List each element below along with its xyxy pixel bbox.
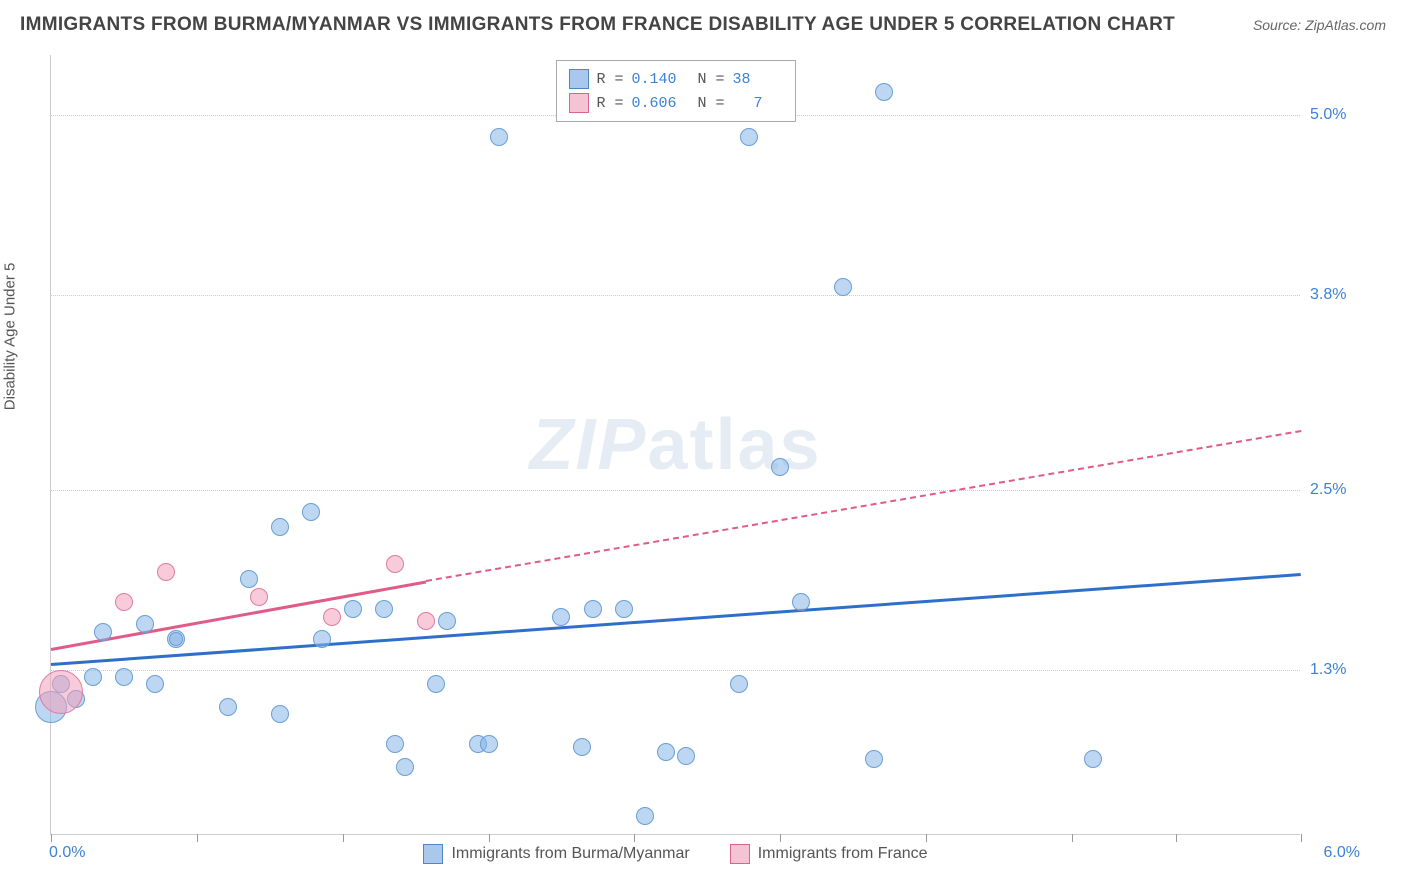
r-value-france: 0.606 bbox=[632, 95, 682, 112]
data-point bbox=[552, 608, 570, 626]
x-tick bbox=[343, 834, 344, 842]
gridline bbox=[51, 295, 1300, 296]
chart-title: IMMIGRANTS FROM BURMA/MYANMAR VS IMMIGRA… bbox=[20, 14, 1175, 36]
data-point bbox=[573, 738, 591, 756]
legend-swatch-burma bbox=[568, 69, 588, 89]
data-point bbox=[115, 593, 133, 611]
x-tick bbox=[1072, 834, 1073, 842]
data-point bbox=[438, 612, 456, 630]
x-tick bbox=[634, 834, 635, 842]
legend-label-burma: Immigrants from Burma/Myanmar bbox=[451, 845, 689, 863]
data-point bbox=[396, 758, 414, 776]
data-point bbox=[313, 630, 331, 648]
data-point bbox=[136, 615, 154, 633]
data-point bbox=[657, 743, 675, 761]
data-point bbox=[271, 518, 289, 536]
x-tick bbox=[51, 834, 52, 842]
data-point bbox=[875, 83, 893, 101]
data-point bbox=[157, 563, 175, 581]
x-tick bbox=[1301, 834, 1302, 842]
r-value-burma: 0.140 bbox=[632, 71, 682, 88]
legend-row-france: R = 0.606 N = 7 bbox=[568, 91, 782, 115]
n-value-burma: 38 bbox=[733, 71, 783, 88]
x-tick bbox=[197, 834, 198, 842]
legend-swatch-france bbox=[730, 844, 750, 864]
data-point bbox=[271, 705, 289, 723]
legend-label-france: Immigrants from France bbox=[758, 845, 928, 863]
data-point bbox=[302, 503, 320, 521]
chart-area: ZIPatlas 1.3%2.5%3.8%5.0% R = 0.140 N = … bbox=[50, 55, 1300, 835]
legend-item-france: Immigrants from France bbox=[730, 844, 928, 864]
data-point bbox=[480, 735, 498, 753]
data-point bbox=[615, 600, 633, 618]
data-point bbox=[344, 600, 362, 618]
x-axis-end-label: 6.0% bbox=[1324, 844, 1360, 862]
data-point bbox=[740, 128, 758, 146]
correlation-legend: R = 0.140 N = 38 R = 0.606 N = 7 bbox=[555, 60, 795, 122]
data-point bbox=[865, 750, 883, 768]
data-point bbox=[490, 128, 508, 146]
trend-line bbox=[426, 430, 1301, 582]
n-label: N = bbox=[698, 95, 725, 112]
n-label: N = bbox=[698, 71, 725, 88]
data-point bbox=[323, 608, 341, 626]
data-point bbox=[677, 747, 695, 765]
data-point bbox=[386, 555, 404, 573]
data-point bbox=[771, 458, 789, 476]
y-tick-label: 3.8% bbox=[1310, 286, 1365, 304]
data-point bbox=[834, 278, 852, 296]
n-value-france: 7 bbox=[733, 95, 763, 112]
y-tick-label: 1.3% bbox=[1310, 661, 1365, 679]
legend-swatch-france bbox=[568, 93, 588, 113]
trend-line bbox=[51, 573, 1301, 666]
y-axis-label: Disability Age Under 5 bbox=[2, 263, 19, 411]
y-tick-label: 2.5% bbox=[1310, 481, 1365, 499]
legend-item-burma: Immigrants from Burma/Myanmar bbox=[423, 844, 689, 864]
data-point bbox=[1084, 750, 1102, 768]
data-point bbox=[240, 570, 258, 588]
y-tick-label: 5.0% bbox=[1310, 106, 1365, 124]
data-point bbox=[94, 623, 112, 641]
data-point bbox=[584, 600, 602, 618]
x-tick bbox=[1176, 834, 1177, 842]
r-label: R = bbox=[596, 95, 623, 112]
data-point bbox=[427, 675, 445, 693]
data-point bbox=[417, 612, 435, 630]
data-point bbox=[792, 593, 810, 611]
legend-swatch-burma bbox=[423, 844, 443, 864]
data-point bbox=[115, 668, 133, 686]
source-attribution: Source: ZipAtlas.com bbox=[1253, 17, 1386, 33]
data-point bbox=[730, 675, 748, 693]
gridline bbox=[51, 490, 1300, 491]
data-point bbox=[169, 632, 183, 646]
series-legend: Immigrants from Burma/Myanmar Immigrants… bbox=[51, 844, 1300, 864]
x-tick bbox=[926, 834, 927, 842]
data-point bbox=[250, 588, 268, 606]
data-point bbox=[386, 735, 404, 753]
data-point bbox=[39, 670, 83, 714]
r-label: R = bbox=[596, 71, 623, 88]
data-point bbox=[636, 807, 654, 825]
legend-row-burma: R = 0.140 N = 38 bbox=[568, 67, 782, 91]
gridline bbox=[51, 670, 1300, 671]
data-point bbox=[146, 675, 164, 693]
data-point bbox=[84, 668, 102, 686]
x-tick bbox=[489, 834, 490, 842]
data-point bbox=[375, 600, 393, 618]
data-point bbox=[219, 698, 237, 716]
x-tick bbox=[780, 834, 781, 842]
